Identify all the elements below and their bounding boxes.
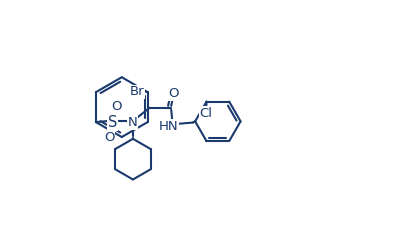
Text: O: O xyxy=(104,131,114,144)
Text: Br: Br xyxy=(130,85,144,98)
Text: O: O xyxy=(111,100,121,113)
Text: Cl: Cl xyxy=(199,107,212,120)
Text: O: O xyxy=(168,87,179,100)
Text: N: N xyxy=(128,116,138,129)
Text: S: S xyxy=(108,115,117,130)
Text: HN: HN xyxy=(159,120,179,133)
